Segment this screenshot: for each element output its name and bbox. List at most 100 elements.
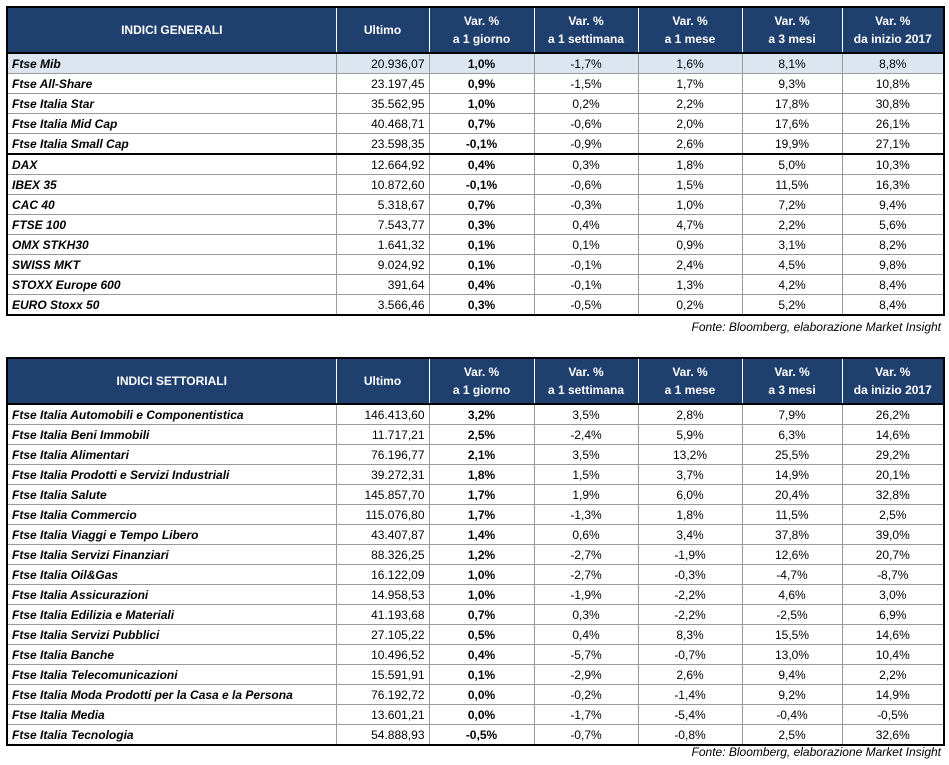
index-value: 0,0% [428, 684, 535, 705]
index-name: Ftse Italia Assicurazioni [6, 584, 337, 605]
index-name: IBEX 35 [6, 174, 337, 195]
index-value: 9,4% [741, 664, 843, 685]
index-value: 10,8% [841, 73, 945, 94]
index-value: 0,0% [428, 704, 535, 725]
index-name: Ftse Italia Servizi Pubblici [6, 624, 337, 645]
index-value: 115.076,80 [335, 504, 430, 525]
index-value: 11.717,21 [335, 424, 430, 445]
index-value: 14.958,53 [335, 584, 430, 605]
index-value: 3.566,46 [335, 294, 430, 316]
header-text: Ultimo [363, 23, 402, 37]
data-table: INDICI GENERALI Ultimo Var. % a 1 giorno Var… [6, 6, 945, 316]
index-value: 1,6% [637, 52, 743, 74]
index-value: 0,4% [533, 214, 639, 235]
header-text: a 1 giorno [452, 32, 511, 46]
index-value: 9,4% [841, 194, 945, 215]
index-value: 20,1% [841, 464, 945, 485]
header-cell: Ultimo [335, 357, 430, 405]
index-value: 1,0% [428, 52, 535, 74]
header-text: Var. % [672, 365, 708, 379]
header-text: da inizio 2017 [853, 32, 932, 46]
index-value: -0,1% [533, 254, 639, 275]
index-value: 0,3% [428, 294, 535, 316]
index-value: 20,4% [741, 484, 843, 505]
index-value: 27,1% [841, 133, 945, 155]
index-value: 4,7% [637, 214, 743, 235]
index-value: -1,4% [637, 684, 743, 705]
index-name: Ftse Italia Prodotti e Servizi Industria… [6, 464, 337, 485]
index-value: 9,3% [741, 73, 843, 94]
table-row: Ftse Italia Oil&Gas 16.122,09 1,0% -2,7% -0,… [6, 564, 945, 585]
index-value: 0,4% [428, 153, 535, 175]
header-text: Ultimo [363, 374, 402, 388]
index-value: -2,5% [741, 604, 843, 625]
index-name: Ftse Italia Moda Prodotti per la Casa e … [6, 684, 337, 705]
index-value: -2,2% [637, 604, 743, 625]
index-value: 391,64 [335, 274, 430, 295]
index-value: 2,5% [428, 424, 535, 445]
header-text: a 1 settimana [547, 32, 625, 46]
index-value: 0,3% [428, 214, 535, 235]
table-row: Ftse Italia Servizi Pubblici 27.105,22 0,5… [6, 624, 945, 645]
index-name: Ftse Italia Media [6, 704, 337, 725]
table-row: Ftse Italia Servizi Finanziari 88.326,25 1… [6, 544, 945, 565]
index-value: 4,6% [741, 584, 843, 605]
index-value: 6,0% [637, 484, 743, 505]
index-value: 26,1% [841, 113, 945, 134]
index-value: 5.318,67 [335, 194, 430, 215]
index-value: 1,5% [533, 464, 639, 485]
index-value: -0,3% [533, 194, 639, 215]
header-cell: Var. % a 1 giorno [428, 6, 535, 54]
table-row: Ftse Italia Beni Immobili 11.717,21 2,5% -2… [6, 424, 945, 445]
index-value: 5,6% [841, 214, 945, 235]
table-row: Ftse Italia Media 13.601,21 0,0% -1,7% -5,4%… [6, 704, 945, 725]
index-value: 2,4% [637, 254, 743, 275]
index-value: -0,5% [428, 724, 535, 746]
index-name: Ftse Italia Salute [6, 484, 337, 505]
index-value: 1,0% [637, 194, 743, 215]
index-value: 8,4% [841, 274, 945, 295]
table-row: Ftse Italia Commercio 115.076,80 1,7% -1,3%… [6, 504, 945, 525]
index-value: 8,4% [841, 294, 945, 316]
header-text: a 1 mese [664, 32, 716, 46]
header-text: a 1 giorno [452, 383, 511, 397]
index-value: 13,2% [637, 444, 743, 465]
index-name: Ftse Italia Automobili e Componentistica [6, 403, 337, 425]
table-body: Ftse Mib 20.936,07 1,0% -1,7% 1,6% 8,1% 8,8% Ft… [6, 52, 945, 316]
index-value: 1.641,32 [335, 234, 430, 255]
index-value: 12.664,92 [335, 153, 430, 175]
index-value: 17,8% [741, 93, 843, 114]
table-row: IBEX 35 10.872,60 -0,1% -0,6% 1,5% 11,5% 16,3% [6, 174, 945, 195]
header-text: Var. % [568, 365, 604, 379]
index-value: 1,5% [637, 174, 743, 195]
header-cell: Var. % da inizio 2017 [841, 6, 945, 54]
index-value: 3,0% [841, 584, 945, 605]
index-name: CAC 40 [6, 194, 337, 215]
index-value: 0,9% [637, 234, 743, 255]
index-value: -2,4% [533, 424, 639, 445]
index-value: 7.543,77 [335, 214, 430, 235]
table-body: Ftse Italia Automobili e Componentistica… [6, 403, 945, 746]
index-value: 8,1% [741, 52, 843, 74]
index-name: STOXX Europe 600 [6, 274, 337, 295]
index-value: 0,4% [428, 644, 535, 665]
index-name: Ftse Italia Alimentari [6, 444, 337, 465]
table-row: Ftse Italia Mid Cap 40.468,71 0,7% -0,6% 2,0… [6, 113, 945, 134]
table-row: Ftse Italia Telecomunicazioni 15.591,91 0,… [6, 664, 945, 685]
table-row: Ftse Italia Prodotti e Servizi Industria… [6, 464, 945, 485]
index-value: 1,4% [428, 524, 535, 545]
index-value: 32,8% [841, 484, 945, 505]
header-cell: Var. % a 1 giorno [428, 357, 535, 405]
index-value: -2,7% [533, 564, 639, 585]
index-value: 4,5% [741, 254, 843, 275]
header-text: Var. % [672, 14, 708, 28]
index-value: 1,8% [637, 153, 743, 175]
index-value: 5,9% [637, 424, 743, 445]
header-text: Var. % [875, 14, 911, 28]
header-text: da inizio 2017 [853, 383, 932, 397]
index-value: -1,9% [533, 584, 639, 605]
index-value: 0,2% [533, 93, 639, 114]
index-value: 26,2% [841, 403, 945, 425]
index-value: 1,8% [637, 504, 743, 525]
